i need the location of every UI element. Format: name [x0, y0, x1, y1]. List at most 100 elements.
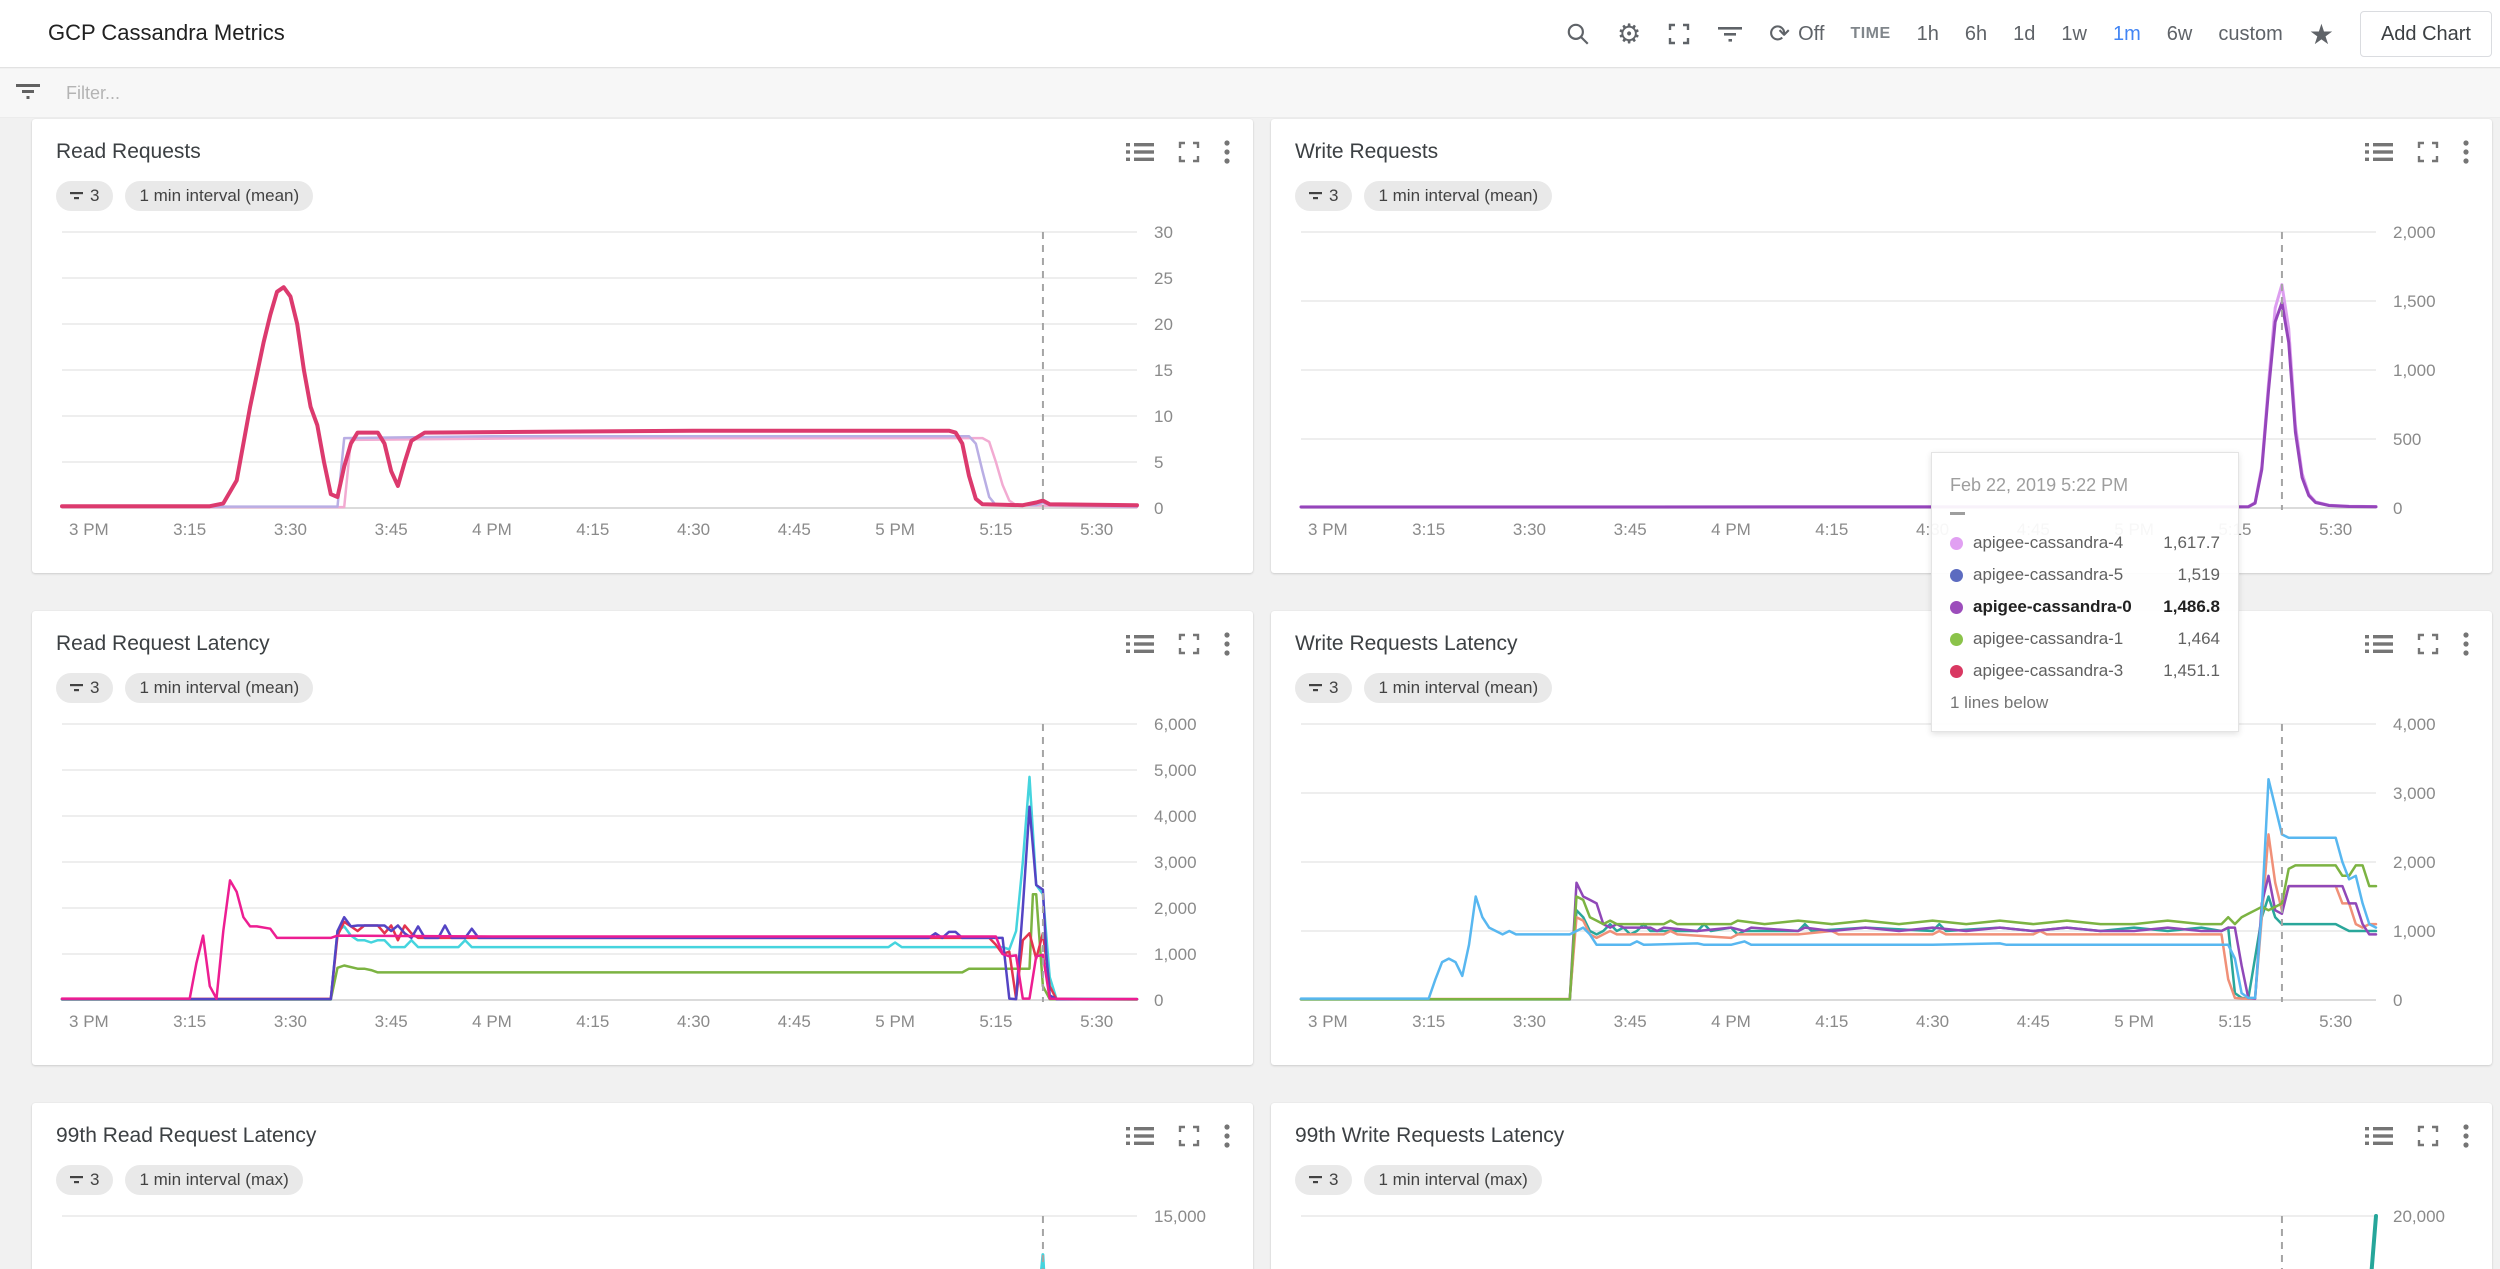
interval-badge[interactable]: 1 min interval (mean) [1364, 673, 1553, 703]
kebab-menu-icon[interactable] [2462, 1123, 2470, 1149]
svg-text:4,000: 4,000 [2393, 715, 2436, 734]
svg-text:3:45: 3:45 [375, 520, 408, 539]
settings-gear-icon[interactable]: ⚙ [1616, 18, 1642, 49]
svg-text:4:15: 4:15 [576, 520, 609, 539]
svg-text:3 PM: 3 PM [69, 1012, 109, 1031]
expand-icon[interactable] [2416, 1124, 2440, 1148]
filter-count-badge[interactable]: 3 [56, 181, 114, 211]
legend-icon[interactable] [2364, 140, 2394, 164]
time-range-link[interactable]: 1d [2013, 22, 2036, 45]
filter-count-badge[interactable]: 3 [56, 673, 114, 703]
svg-text:5:15: 5:15 [2218, 1012, 2251, 1031]
chart-card-read-request-latency: 0 1,000 2,000 3,000 4,000 5,000 6,000 3 PM 3:15 3… [32, 611, 1253, 1065]
top-bar-actions: ⚙ ⟳ Off TIME 1h 6h 1d 1w 1m 6w custom ★ … [1565, 0, 2492, 68]
svg-text:20: 20 [1154, 315, 1173, 334]
svg-text:5:30: 5:30 [1080, 1012, 1113, 1031]
filter-count-badge[interactable]: 3 [56, 1165, 114, 1195]
svg-text:500: 500 [2393, 430, 2421, 449]
chart-title: 99th Read Request Latency [56, 1124, 317, 1147]
legend-icon[interactable] [2364, 632, 2394, 656]
legend-icon[interactable] [1125, 632, 1155, 656]
favorite-star-icon[interactable]: ★ [2308, 18, 2334, 50]
svg-text:1,500: 1,500 [2393, 292, 2436, 311]
filter-count-badge[interactable]: 3 [1295, 1165, 1353, 1195]
interval-badge[interactable]: 1 min interval (mean) [125, 181, 314, 211]
svg-text:4:30: 4:30 [677, 1012, 710, 1031]
svg-text:3:15: 3:15 [173, 1012, 206, 1031]
interval-badge[interactable]: 1 min interval (mean) [125, 673, 314, 703]
mini-filter-icon [70, 1174, 84, 1186]
mini-filter-icon [70, 682, 84, 694]
chart-hover-tooltip: Feb 22, 2019 5:22 PM apigee-cassandra-4 1… [1931, 452, 2239, 732]
fullscreen-icon[interactable] [1667, 22, 1691, 46]
svg-text:5 PM: 5 PM [875, 1012, 915, 1031]
time-range-link[interactable]: custom [2218, 22, 2283, 45]
svg-text:25: 25 [1154, 269, 1173, 288]
mini-filter-icon [1309, 1174, 1323, 1186]
interval-badge[interactable]: 1 min interval (mean) [1364, 181, 1553, 211]
svg-text:6,000: 6,000 [1154, 715, 1197, 734]
time-range-link[interactable]: 1w [2061, 22, 2087, 45]
read-requests-chart[interactable]: 0 5 10 15 20 25 30 3 PM 3:15 3:30 3:45 4 PM 4:15 4:30… [32, 119, 1253, 573]
svg-text:5:30: 5:30 [1080, 520, 1113, 539]
interval-badge[interactable]: 1 min interval (max) [1364, 1165, 1542, 1195]
tooltip-footer: 1 lines below [1950, 693, 2049, 712]
refresh-icon: ⟳ [1769, 19, 1791, 48]
filter-list-icon[interactable] [1717, 23, 1743, 45]
auto-refresh-toggle[interactable]: ⟳ Off [1769, 19, 1825, 48]
expand-icon[interactable] [2416, 140, 2440, 164]
add-chart-button[interactable]: Add Chart [2359, 11, 2492, 57]
kebab-menu-icon[interactable] [1223, 1123, 1231, 1149]
kebab-menu-icon[interactable] [2462, 139, 2470, 165]
kebab-menu-icon[interactable] [1223, 139, 1231, 165]
tooltip-series-row: apigee-cassandra-3 1,451.1 [1950, 655, 2220, 687]
filter-count-badge[interactable]: 3 [1295, 181, 1353, 211]
time-range-link[interactable]: 6w [2166, 22, 2193, 45]
write-requests-latency-chart[interactable]: 0 1,000 2,000 3,000 4,000 3 PM 3:15 3:30 3:45 4 P… [1271, 611, 2492, 1065]
svg-text:30: 30 [1154, 223, 1173, 242]
expand-icon[interactable] [1177, 632, 1201, 656]
time-range-link[interactable]: 1m [2112, 22, 2141, 45]
expand-icon[interactable] [1177, 1124, 1201, 1148]
svg-text:3:15: 3:15 [173, 520, 206, 539]
tooltip-series-row: apigee-cassandra-4 1,617.7 [1950, 527, 2220, 559]
svg-text:5:15: 5:15 [979, 1012, 1012, 1031]
svg-text:4:30: 4:30 [1916, 1012, 1949, 1031]
top-bar: GCP Cassandra Metrics ⚙ ⟳ Off TIME 1h 6h… [0, 0, 2500, 68]
svg-text:15: 15 [1154, 361, 1173, 380]
svg-text:3:45: 3:45 [375, 1012, 408, 1031]
read-request-latency-chart[interactable]: 0 1,000 2,000 3,000 4,000 5,000 6,000 3 PM 3:15 3… [32, 611, 1253, 1065]
tooltip-hover-marker [1950, 512, 1965, 515]
expand-icon[interactable] [1177, 140, 1201, 164]
chart-title: Read Requests [56, 140, 201, 163]
refresh-state-label: Off [1798, 22, 1825, 45]
filter-count-badge[interactable]: 3 [1295, 673, 1353, 703]
filter-input[interactable] [66, 82, 666, 104]
svg-text:1,000: 1,000 [1154, 945, 1197, 964]
svg-text:0: 0 [2393, 991, 2402, 1010]
series-color-dot [1950, 568, 1963, 582]
filter-bar [0, 69, 2500, 118]
svg-text:4:30: 4:30 [677, 520, 710, 539]
kebab-menu-icon[interactable] [2462, 631, 2470, 657]
svg-text:4:45: 4:45 [778, 520, 811, 539]
search-icon[interactable] [1565, 21, 1591, 47]
time-range-link[interactable]: 1h [1916, 22, 1939, 45]
svg-text:3,000: 3,000 [1154, 853, 1197, 872]
interval-badge[interactable]: 1 min interval (max) [125, 1165, 303, 1195]
time-range-link[interactable]: 6h [1964, 22, 1988, 45]
kebab-menu-icon[interactable] [1223, 631, 1231, 657]
svg-text:0: 0 [2393, 499, 2402, 518]
svg-text:4:15: 4:15 [1815, 1012, 1848, 1031]
legend-icon[interactable] [1125, 1124, 1155, 1148]
tooltip-series-row: apigee-cassandra-0 1,486.8 [1950, 591, 2220, 623]
filter-lines-icon[interactable] [14, 79, 42, 108]
legend-icon[interactable] [1125, 140, 1155, 164]
svg-text:2,000: 2,000 [2393, 853, 2436, 872]
legend-icon[interactable] [2364, 1124, 2394, 1148]
tooltip-timestamp: Feb 22, 2019 5:22 PM [1950, 475, 2129, 495]
tooltip-series-row: apigee-cassandra-1 1,464 [1950, 623, 2220, 655]
expand-icon[interactable] [2416, 632, 2440, 656]
